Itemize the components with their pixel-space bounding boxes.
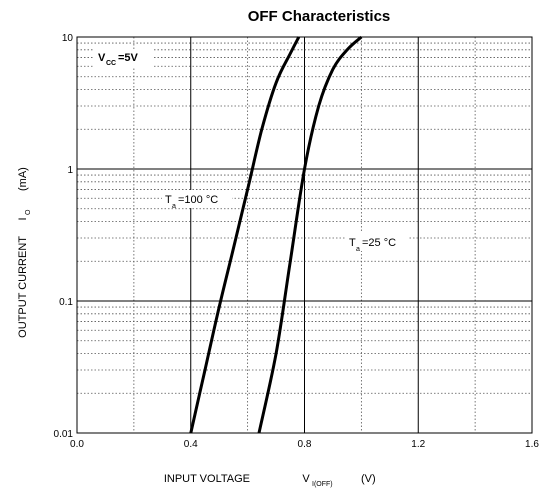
y-tick-label: 0.1 — [59, 297, 73, 308]
condition-subscript: CC — [106, 60, 116, 67]
condition-symbol: V — [98, 52, 106, 64]
x-axis-label: INPUT VOLTAGE — [164, 473, 250, 485]
x-axis-subscript: I(OFF) — [312, 481, 333, 488]
y-axis-subscript: O — [25, 209, 32, 215]
y-axis-label: OUTPUT CURRENT — [17, 236, 29, 338]
series-label-100c-symbol: T — [165, 194, 172, 206]
y-tick-label: 1 — [67, 165, 73, 176]
x-tick-label: 0.8 — [298, 439, 312, 450]
y-axis-symbol: I — [17, 217, 29, 220]
x-tick-label: 0.4 — [184, 439, 198, 450]
series-line-25c — [257, 35, 363, 434]
y-tick-labels: 0.01 0.1 1 10 — [54, 33, 74, 440]
x-tick-label: 0.0 — [70, 439, 84, 450]
series-label-25c-subscript: a — [356, 246, 360, 253]
series-lines — [189, 35, 363, 434]
series-label-100c-subscript: a — [172, 203, 176, 210]
x-tick-label: 1.2 — [411, 439, 425, 450]
grid — [77, 37, 532, 433]
condition-value: =5V — [118, 52, 139, 64]
series-label-100c-value: =100 °C — [178, 194, 218, 206]
condition-annotation: V CC =5V — [94, 49, 152, 67]
x-tick-labels: 0.0 0.4 0.8 1.2 1.6 — [70, 439, 539, 450]
y-axis-unit: (mA) — [17, 167, 29, 191]
x-axis-symbol: V — [302, 473, 310, 485]
series-label-100c: T a =100 °C — [162, 190, 232, 210]
x-tick-label: 1.6 — [525, 439, 539, 450]
plot-frame — [76, 36, 533, 434]
series-label-25c: T a =25 °C — [346, 233, 408, 253]
series-label-25c-symbol: T — [349, 237, 356, 249]
chart-title: OFF Characteristics — [248, 8, 391, 25]
y-tick-label: 10 — [62, 33, 74, 44]
series-label-25c-value: =25 °C — [362, 237, 396, 249]
x-axis-unit: (V) — [361, 473, 376, 485]
series-line-100c — [189, 36, 301, 434]
y-tick-label: 0.01 — [54, 429, 74, 440]
